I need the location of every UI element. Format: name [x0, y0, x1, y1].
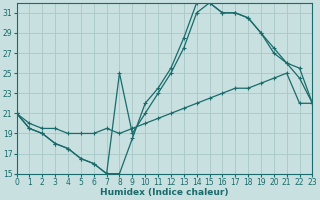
X-axis label: Humidex (Indice chaleur): Humidex (Indice chaleur) — [100, 188, 229, 197]
